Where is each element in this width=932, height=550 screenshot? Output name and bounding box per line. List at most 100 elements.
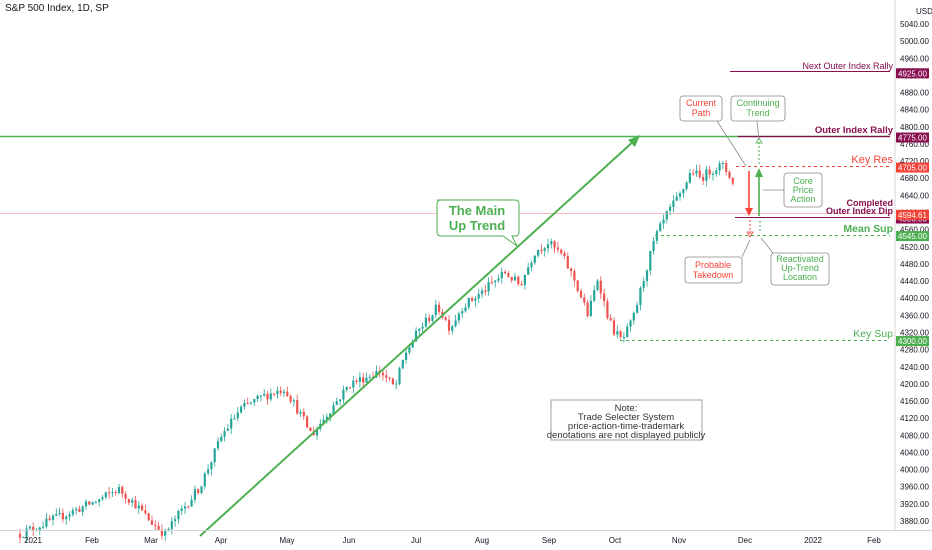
candle-body — [642, 281, 645, 288]
label-outer-dip-line1: Completed — [846, 198, 893, 208]
candle-body — [546, 244, 550, 249]
candle-body — [339, 399, 342, 402]
x-tick-label: Aug — [475, 536, 489, 545]
current-path-line1: Current — [686, 98, 717, 108]
trend-label-box — [436, 199, 520, 247]
candle-body — [325, 416, 328, 420]
candle-body — [428, 317, 431, 321]
candle-body — [332, 404, 335, 414]
candle-body — [533, 255, 536, 263]
price-badge — [896, 336, 929, 347]
candle-body — [51, 515, 55, 520]
candle-body — [348, 387, 352, 389]
candle-body — [200, 486, 203, 493]
candle-body — [147, 513, 150, 521]
note-box: Note: Trade Selecter System price-action… — [547, 399, 705, 441]
candle-body — [48, 518, 51, 520]
candle-body — [385, 375, 388, 378]
note-line2: price-action-time-trademark — [568, 421, 684, 432]
candle-body — [645, 270, 649, 282]
y-tick-label: 3960.00 — [900, 483, 929, 492]
x-axis-ticks: 2021 Feb Mar Apr May Jun Jul Aug Sep Oct Nov Dec 202… — [24, 536, 881, 545]
candle-body — [256, 395, 259, 400]
x-tick-label: 2021 — [24, 536, 42, 545]
continuing-trend-line2: Trend — [746, 108, 769, 118]
candle-body — [682, 189, 685, 194]
candle-body — [91, 502, 94, 505]
candle-body — [599, 280, 602, 294]
candle-body — [75, 508, 78, 511]
candle-body — [589, 300, 592, 316]
candle-body — [104, 492, 107, 498]
candle-body — [279, 390, 282, 393]
candle-body — [352, 380, 355, 388]
candle-body — [150, 520, 154, 525]
candle-body — [665, 211, 668, 220]
candle-body — [626, 326, 629, 337]
candle-body — [167, 529, 170, 531]
candle-body — [461, 311, 464, 314]
candle-body — [586, 302, 589, 316]
candle-body — [28, 526, 31, 529]
candle-body — [263, 393, 266, 396]
candle-body — [273, 393, 276, 395]
candle-body — [563, 253, 566, 256]
candle-body — [418, 328, 421, 331]
x-tick-label: 2022 — [804, 536, 822, 545]
candle-body — [45, 518, 48, 527]
candle-body — [259, 395, 262, 397]
price-badge-text: 4594.61 — [898, 211, 927, 220]
core-price-line2: Price — [793, 185, 814, 195]
candle-body — [358, 377, 361, 382]
y-tick-label: 4440.00 — [900, 277, 929, 286]
candle-body — [233, 418, 236, 420]
candle-body — [405, 352, 408, 360]
y-tick-label: 4120.00 — [900, 414, 929, 423]
callout-current-path: Current Path — [679, 95, 747, 167]
candle-body — [424, 317, 427, 327]
candle-body — [593, 290, 596, 301]
y-tick-label: 4680.00 — [900, 174, 929, 183]
candle-body — [520, 284, 523, 286]
price-badge — [896, 209, 929, 220]
candle-body — [411, 341, 414, 348]
y-tick-label: 4200.00 — [900, 380, 929, 389]
candle-body — [177, 510, 180, 520]
candle-body — [223, 430, 226, 437]
candle-body — [134, 500, 137, 509]
candle-body — [513, 276, 517, 281]
y-tick-label: 4360.00 — [900, 311, 929, 320]
candle-body — [197, 489, 200, 493]
candle-body — [187, 506, 190, 508]
candle-body — [32, 526, 35, 531]
candle-body — [220, 436, 223, 442]
candle-body — [480, 290, 484, 295]
takedown-arrowhead — [746, 231, 754, 238]
candle-body — [537, 249, 540, 256]
candle-body — [335, 401, 338, 405]
candle-body — [160, 529, 163, 536]
candle-body — [484, 290, 487, 292]
y-tick-label: 4040.00 — [900, 448, 929, 457]
candle-body — [329, 413, 332, 417]
x-tick-label: Jun — [343, 536, 356, 545]
y-tick-label: 4640.00 — [900, 191, 929, 200]
core-price-line1: Core — [793, 176, 813, 186]
candle-body — [362, 377, 365, 383]
y-tick-label: 5000.00 — [900, 37, 929, 46]
label-key-sup: Key Sup — [853, 328, 893, 340]
core-price-arrowhead — [755, 168, 763, 177]
candle-body — [675, 196, 678, 201]
candle-body — [662, 219, 665, 224]
y-tick-label: 4840.00 — [900, 106, 929, 115]
candle-body — [612, 320, 616, 335]
candle-body — [101, 497, 104, 500]
current-path-arrowhead — [745, 208, 753, 216]
x-tick-label: Mar — [144, 536, 158, 545]
candle-body — [42, 526, 45, 528]
candle-body — [58, 512, 61, 515]
y-tick-label: 4520.00 — [900, 243, 929, 252]
candle-body — [78, 508, 81, 512]
trend-label-line1: The Main — [449, 203, 505, 218]
